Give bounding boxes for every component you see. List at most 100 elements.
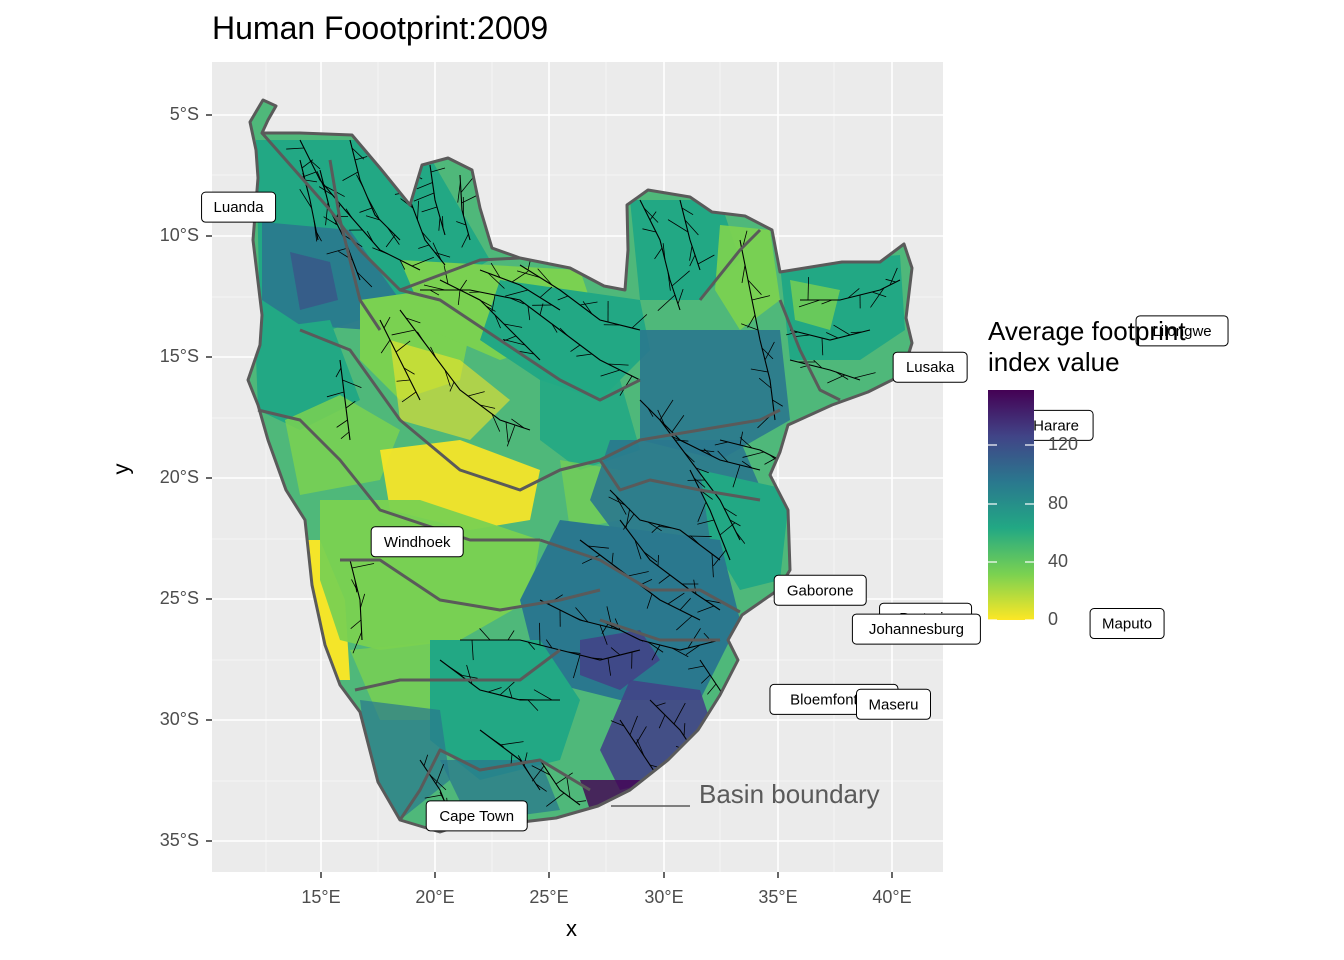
x-tick-label: 15°E <box>301 887 341 907</box>
river-tributary <box>651 644 661 661</box>
river-tributary <box>506 424 516 447</box>
river-tributary <box>712 549 727 567</box>
basin-boundary <box>398 748 591 821</box>
river-tributary <box>631 635 644 642</box>
river-tributary <box>356 271 373 288</box>
city-label-text: Luanda <box>214 199 265 216</box>
river-tributary <box>487 272 505 289</box>
city-label-harare: Harare <box>1018 409 1094 441</box>
legend-tick-label: 0 <box>1048 609 1059 629</box>
legend-tick-label: 40 <box>1048 551 1069 571</box>
river-tributary <box>739 437 753 449</box>
river-tributary <box>345 400 356 409</box>
river-tributary <box>647 641 664 653</box>
river-tributary <box>537 268 553 286</box>
footprint-zone <box>640 330 790 460</box>
river-tributary <box>636 738 645 757</box>
river-tributary <box>697 519 715 525</box>
river-tributary <box>610 647 621 656</box>
river-tributary <box>467 391 485 397</box>
city-label-text: Windhoek <box>384 534 451 551</box>
river-tributary <box>557 295 569 301</box>
river-tributary <box>438 217 441 231</box>
city-label-box <box>201 191 277 223</box>
footprint-zone <box>290 252 338 310</box>
river-tributary <box>681 207 694 216</box>
river <box>399 309 531 431</box>
river-tributary <box>608 496 626 506</box>
river-tributary <box>643 551 658 563</box>
river-tributary <box>366 231 374 243</box>
footprint-zone <box>780 255 905 360</box>
river-tributary <box>575 800 587 803</box>
city-label-text: Cape Town <box>439 808 514 825</box>
river-tributary <box>683 723 686 737</box>
river-tributary <box>885 278 897 283</box>
river-tributary <box>761 347 774 360</box>
river-tributary <box>750 368 769 373</box>
city-label-box <box>856 688 931 720</box>
river-tributary <box>684 219 699 236</box>
river-tributary <box>491 294 496 312</box>
basin-boundary <box>599 618 720 642</box>
river-tributary <box>396 379 411 382</box>
city-label-cape-town: Cape Town <box>425 800 528 832</box>
river-tributary <box>518 350 535 355</box>
river-tributary <box>429 289 440 296</box>
river-tributary <box>359 207 373 213</box>
river-tributary <box>309 159 321 170</box>
legend-colorbar <box>988 390 1034 621</box>
river-tributary <box>356 174 364 188</box>
river-tributary <box>494 314 501 329</box>
city-label-text: Bloemfontein <box>790 691 878 708</box>
x-tick-label: 30°E <box>644 887 684 907</box>
river-tributary <box>647 521 662 532</box>
y-tick-label: 30°S <box>159 709 199 729</box>
basin-boundary-annotation: Basin boundary <box>611 779 880 809</box>
river-tributary <box>405 317 421 324</box>
river-tributary <box>667 271 671 291</box>
river-tributary <box>795 334 811 337</box>
river-tributary <box>527 699 539 711</box>
river-tributary <box>387 227 400 245</box>
river-tributary <box>667 219 689 233</box>
city-label-maseru: Maseru <box>856 688 931 720</box>
river-tributary <box>587 545 609 549</box>
river <box>689 469 731 561</box>
river-tributary <box>685 644 701 656</box>
river-tributary <box>516 270 541 278</box>
y-tick-label: 25°S <box>159 588 199 608</box>
river-tributary <box>457 181 461 203</box>
river-tributary <box>527 305 531 321</box>
basin-boundary <box>598 459 761 502</box>
river-tributary <box>701 674 711 684</box>
river-tributary <box>533 689 553 701</box>
river-tributary <box>764 457 777 465</box>
river-tributary <box>316 231 322 242</box>
river-tributary <box>687 628 701 649</box>
river-tributary <box>442 216 444 229</box>
river-tributary <box>747 279 762 295</box>
river-tributary <box>403 367 415 375</box>
y-tick-label: 20°S <box>159 467 199 487</box>
river-tributary <box>444 369 451 387</box>
river-tributary <box>501 335 517 343</box>
city-label-text: Lilongwe <box>1152 323 1211 340</box>
city-label-box <box>425 800 528 832</box>
river-tributary <box>693 579 697 595</box>
river-tributary <box>655 702 666 707</box>
river-tributary <box>833 324 851 336</box>
river-tributary <box>354 579 358 593</box>
river-tributary <box>693 477 706 488</box>
footprint-zone <box>430 640 580 780</box>
river-tributary <box>479 628 491 641</box>
river-tributary <box>647 407 654 417</box>
river-tributary <box>643 207 659 223</box>
river-tributary <box>646 593 653 609</box>
city-label-text: Johannesburg <box>869 621 964 638</box>
city-label-box <box>1135 315 1229 347</box>
river-tributary <box>673 702 686 725</box>
city-label-gaborone: Gaborone <box>773 574 867 606</box>
river <box>339 359 351 441</box>
river-tributary <box>758 377 772 389</box>
